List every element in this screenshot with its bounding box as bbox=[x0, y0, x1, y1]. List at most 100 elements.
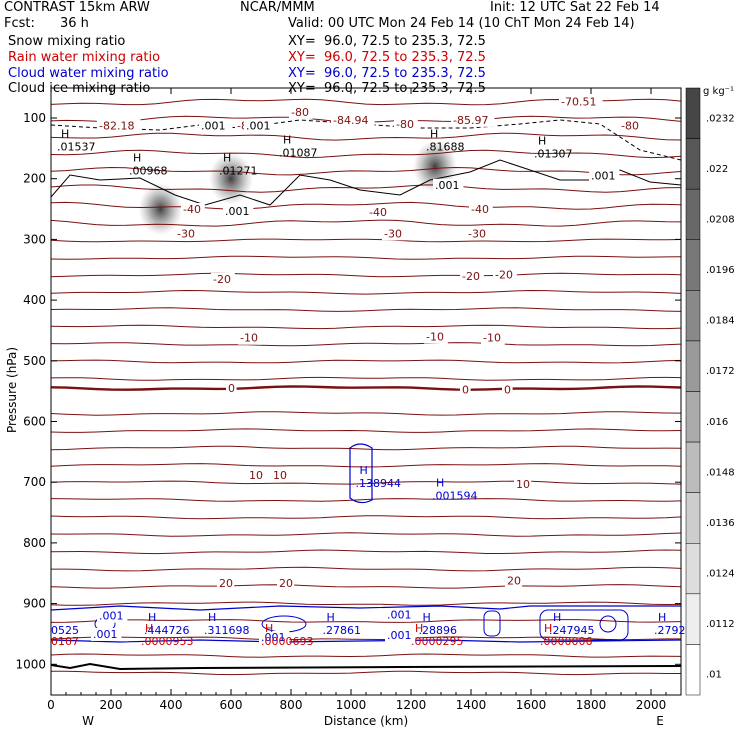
isotherm-label: -80 bbox=[396, 118, 414, 131]
isotherm-label: 20 bbox=[219, 577, 233, 590]
high-marker: H bbox=[148, 611, 156, 624]
mixing-contour-label: .001 bbox=[93, 628, 118, 641]
isotherm-label-bg bbox=[502, 383, 513, 397]
colorbar-label: .0112 bbox=[706, 619, 735, 630]
isotherm-label: -30 bbox=[384, 227, 402, 240]
isotherm-label-bg bbox=[226, 382, 237, 396]
mixing-contour-label: .001 bbox=[387, 629, 412, 642]
cloud-water-contour bbox=[51, 605, 681, 611]
isotherm-line bbox=[51, 307, 681, 312]
isotherm-line bbox=[51, 601, 681, 606]
isotherm-label-bg bbox=[424, 330, 448, 344]
colorbar-label: .0184 bbox=[706, 316, 735, 327]
high-marker: H bbox=[61, 127, 69, 140]
high-value-label: .01087 bbox=[279, 146, 318, 159]
isotherm-line bbox=[51, 498, 681, 502]
isotherm-line bbox=[51, 184, 681, 193]
isotherm-line bbox=[51, 238, 681, 243]
isotherm-label: -40 bbox=[471, 203, 489, 216]
colorbar-segment bbox=[685, 87, 701, 139]
isotherm-label-bg bbox=[460, 269, 484, 283]
x-tick-label: 200 bbox=[100, 698, 123, 712]
colorbar: .0232 .022 .0208 .0196 .0184 .0172 .016 .0148 .0… bbox=[685, 87, 735, 696]
cloud-water-contour bbox=[483, 610, 501, 637]
isotherm-line bbox=[51, 480, 681, 485]
isotherm-line bbox=[51, 324, 681, 330]
y-tick-label: 900 bbox=[23, 597, 46, 611]
high-marker: H bbox=[436, 476, 444, 489]
isotherm-line bbox=[51, 359, 681, 364]
high-marker: H bbox=[553, 611, 561, 624]
high-marker: H bbox=[283, 133, 291, 146]
cloud-ice-dashed-contour bbox=[51, 119, 681, 161]
cloud-ice-contour bbox=[51, 159, 681, 206]
isotherm-line bbox=[51, 149, 681, 159]
isotherm-line bbox=[51, 166, 681, 176]
isotherm-label: -20 bbox=[462, 270, 480, 283]
isotherm-label-bg bbox=[394, 118, 418, 132]
isotherm-label-bg bbox=[514, 478, 532, 492]
isotherm-label: 10 bbox=[249, 469, 263, 482]
y-tick-label: 300 bbox=[23, 232, 46, 246]
colorbar-label: .01 bbox=[706, 670, 722, 681]
colorbar-label: .0232 bbox=[706, 113, 735, 124]
high-value-label: .0000006 bbox=[540, 635, 593, 648]
isotherm-label: 10 bbox=[516, 478, 530, 491]
colorbar-segment bbox=[685, 138, 701, 190]
isotherm-label-bg bbox=[466, 227, 490, 241]
isotherm-label-bg bbox=[481, 331, 505, 345]
mixing-contour-label-bg bbox=[244, 119, 275, 133]
x-tick-label: 400 bbox=[160, 698, 183, 712]
mixing-contour-label-bg bbox=[385, 629, 416, 643]
isotherm-label: -80 bbox=[291, 106, 309, 119]
mixing-contour-label: .001 bbox=[261, 631, 286, 644]
isotherm-label: -40 bbox=[183, 203, 201, 216]
high-marker: H bbox=[658, 611, 666, 624]
colorbar-segment bbox=[685, 340, 701, 392]
terrain-line bbox=[51, 662, 681, 671]
x-tick-label: 800 bbox=[280, 698, 303, 712]
mixing-contour-label-bg bbox=[199, 119, 230, 133]
field-cloudwater-name: Cloud water mixing ratio bbox=[8, 66, 169, 81]
y-tick-label: 1000 bbox=[15, 657, 46, 671]
colorbar-label: .0208 bbox=[706, 214, 735, 225]
isotherm-label: -70.51 bbox=[561, 96, 596, 109]
isotherm-label-bg bbox=[271, 468, 289, 482]
isotherm-line bbox=[51, 636, 681, 641]
mixing-contour-label: .001 bbox=[387, 609, 412, 622]
cloud-water-contour bbox=[599, 615, 617, 633]
isotherm-label: -84.94 bbox=[333, 114, 368, 127]
y-tick-label: 600 bbox=[23, 415, 46, 429]
isotherm-line bbox=[51, 342, 681, 347]
high-value-label: .27861 bbox=[323, 624, 362, 637]
high-marker: H bbox=[415, 622, 423, 635]
isotherm-label: -80 bbox=[621, 119, 639, 132]
high-value-label: .001594 bbox=[432, 489, 478, 502]
model-title: CONTRAST 15km ARW bbox=[4, 0, 150, 15]
colorbar-segment bbox=[685, 593, 701, 645]
mixing-contour-label-bg bbox=[223, 204, 254, 218]
colorbar-label: .0124 bbox=[706, 569, 735, 580]
forecast-hour: 36 h bbox=[60, 16, 89, 31]
isotherm-line bbox=[51, 201, 681, 210]
isotherm-label-bg bbox=[367, 206, 391, 220]
cloud-water-contour bbox=[349, 443, 373, 504]
mixing-contour-label-bg bbox=[433, 178, 464, 192]
colorbar-segment bbox=[685, 239, 701, 291]
high-value-label: .247945 bbox=[549, 624, 595, 637]
high-value-label: .444726 bbox=[144, 624, 190, 637]
y-tick-label: 200 bbox=[23, 172, 46, 186]
mixing-contour-label-bg bbox=[91, 627, 122, 641]
mixing-contour-label: .001 bbox=[99, 610, 124, 623]
colorbar-segment bbox=[685, 188, 701, 241]
valid-time: Valid: 00 UTC Mon 24 Feb 14 (10 ChT Mon … bbox=[288, 16, 635, 31]
high-value-label: .01537 bbox=[57, 140, 96, 153]
field-cloudwater-xy: XY= 96.0, 72.5 to 235.3, 72.5 bbox=[288, 66, 486, 81]
isotherm-label-bg bbox=[469, 203, 493, 217]
chart-header: CONTRAST 15km ARW NCAR/MMM Init: 12 UTC … bbox=[0, 0, 740, 100]
edge-value-label: 0525 bbox=[51, 624, 79, 637]
high-value-label: .28896 bbox=[419, 624, 458, 637]
colorbar-label: .0172 bbox=[706, 366, 735, 377]
isotherm-label: -85.97 bbox=[453, 114, 488, 127]
colorbar-label: .022 bbox=[706, 164, 728, 175]
